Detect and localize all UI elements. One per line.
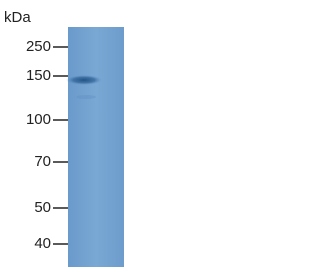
unit-label: kDa [4,9,31,26]
blot-lane [68,27,124,267]
marker-label: 100 [26,111,51,128]
marker-label: 250 [26,38,51,55]
blot-figure: kDa 250 150 100 70 50 40 [4,9,124,267]
marker-label: 150 [26,67,51,84]
marker-label: 70 [34,153,51,170]
protein-band [66,75,102,85]
faint-band [76,95,96,99]
marker-label: 40 [34,235,51,252]
marker-label: 50 [34,199,51,216]
